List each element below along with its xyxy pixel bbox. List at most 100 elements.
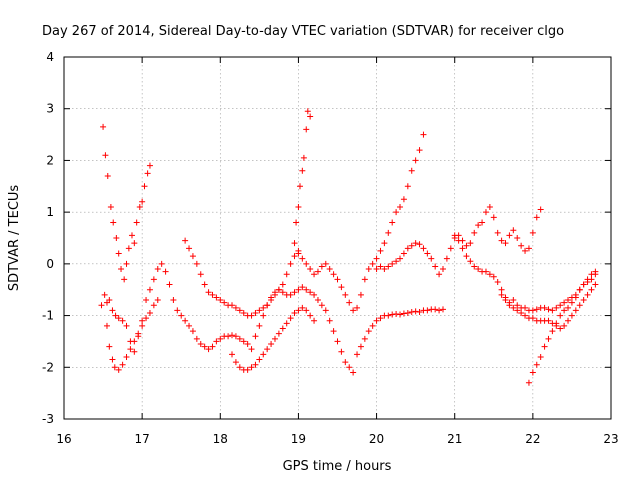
plus-marker — [361, 276, 368, 283]
plus-marker — [275, 330, 282, 337]
plus-marker — [529, 369, 536, 376]
plus-marker — [385, 263, 392, 270]
plus-marker — [205, 346, 212, 353]
plus-marker — [299, 255, 306, 262]
plus-marker — [213, 338, 220, 345]
plus-marker — [416, 308, 423, 315]
plus-marker — [385, 229, 392, 236]
plus-marker — [107, 203, 114, 210]
plus-marker — [264, 302, 271, 309]
plus-marker — [412, 240, 419, 247]
plus-marker — [236, 307, 243, 314]
plus-marker — [314, 268, 321, 275]
plus-marker — [533, 306, 540, 313]
plus-marker — [420, 131, 427, 138]
plus-marker — [424, 250, 431, 257]
plus-marker — [260, 304, 267, 311]
plus-marker — [217, 335, 224, 342]
plus-marker — [291, 309, 298, 316]
plus-marker — [295, 203, 302, 210]
plus-marker — [428, 255, 435, 262]
plus-marker — [113, 235, 120, 241]
plus-marker — [299, 284, 306, 291]
y-tick-label: -2 — [42, 360, 54, 374]
plus-marker — [182, 317, 189, 324]
plus-marker — [439, 266, 446, 273]
y-tick-label: 1 — [46, 205, 54, 219]
plus-marker — [229, 332, 236, 339]
plus-marker — [111, 364, 118, 371]
plus-marker — [510, 227, 517, 234]
plus-marker — [307, 312, 314, 319]
plus-marker — [303, 286, 310, 293]
plus-marker — [221, 299, 228, 306]
plus-marker — [400, 310, 407, 317]
plus-marker — [123, 260, 130, 267]
plus-marker — [279, 281, 286, 288]
plus-marker — [189, 328, 196, 335]
plus-marker — [123, 353, 130, 360]
plus-marker — [561, 299, 568, 306]
series-track-g — [295, 131, 427, 314]
plus-marker — [373, 255, 380, 262]
plus-marker — [514, 307, 521, 314]
plus-marker — [354, 304, 361, 311]
plus-marker — [568, 299, 575, 306]
plus-marker — [522, 304, 529, 311]
plus-marker — [260, 351, 267, 358]
plus-marker — [357, 343, 364, 350]
plus-marker — [139, 198, 146, 205]
y-tick-label: -3 — [42, 412, 54, 426]
plus-marker — [293, 219, 300, 226]
plus-marker — [592, 281, 599, 288]
plus-marker — [490, 214, 497, 221]
plus-marker — [252, 361, 259, 368]
plus-marker — [381, 266, 388, 273]
plus-marker — [502, 240, 509, 247]
plus-marker — [104, 172, 111, 179]
plus-marker — [471, 263, 478, 270]
plus-marker — [326, 266, 333, 273]
plus-marker — [189, 253, 196, 260]
plus-marker — [291, 289, 298, 296]
plus-marker — [373, 266, 380, 273]
plus-marker — [112, 312, 119, 319]
plus-marker — [143, 315, 150, 322]
plus-marker — [326, 317, 333, 324]
plus-marker — [205, 289, 212, 296]
x-tick-label: 21 — [447, 432, 462, 446]
plot-frame — [63, 56, 612, 420]
plus-marker — [275, 286, 282, 293]
plus-marker — [482, 268, 489, 275]
plus-marker — [568, 312, 575, 319]
plus-marker — [436, 271, 443, 278]
plus-marker — [338, 284, 345, 291]
series-track-i — [373, 203, 544, 278]
plus-marker — [408, 242, 415, 249]
plus-marker — [467, 258, 474, 265]
plus-marker — [572, 294, 579, 301]
plus-marker — [307, 266, 314, 273]
plus-marker — [139, 317, 146, 324]
x-tick-label: 16 — [56, 432, 71, 446]
plus-marker — [213, 294, 220, 301]
plus-marker — [271, 291, 278, 298]
plus-marker — [279, 325, 286, 332]
plus-marker — [522, 247, 529, 254]
plus-marker — [346, 364, 353, 371]
plus-marker — [330, 328, 337, 335]
plus-marker — [131, 338, 138, 345]
plus-marker — [318, 263, 325, 270]
plus-marker — [193, 335, 200, 342]
plus-marker — [502, 297, 509, 304]
plus-marker — [334, 276, 341, 283]
plus-marker — [439, 306, 446, 313]
x-tick-label: 17 — [135, 432, 150, 446]
plus-marker — [300, 154, 307, 161]
plus-marker — [557, 302, 564, 309]
plus-marker — [471, 229, 478, 236]
plus-marker — [279, 289, 286, 296]
plus-marker — [197, 341, 204, 348]
plus-marker — [146, 286, 153, 293]
